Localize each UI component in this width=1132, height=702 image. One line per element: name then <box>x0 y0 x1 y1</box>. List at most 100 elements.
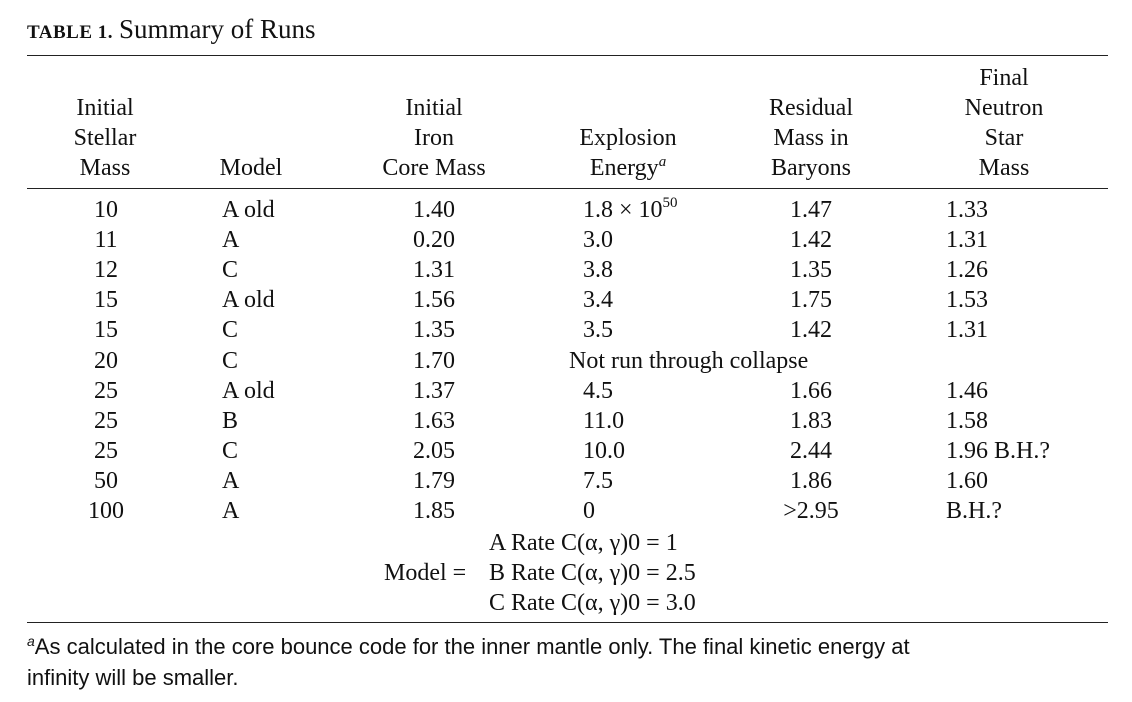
cell-residual-mass-text: 2.44 <box>790 437 832 464</box>
cell-stellar-mass-text: 25 <box>94 377 118 404</box>
cell-residual-mass-text: 1.75 <box>790 287 832 314</box>
bottom-rule <box>27 622 1108 623</box>
header-line: Iron <box>414 125 454 151</box>
cell-model-text: A <box>222 498 240 524</box>
header-final-neutron-star-mass: Final Neutron Star Mass <box>965 63 1044 183</box>
model-key-line-c: C Rate C(α, γ)0 = 3.0 <box>489 590 696 616</box>
cell-stellar-mass: 20 <box>94 346 118 376</box>
cell-explosion-energy: 3.4 <box>583 285 613 315</box>
cell-residual-mass-text: 1.66 <box>790 377 832 404</box>
header-line: Star <box>984 125 1024 151</box>
cell-model-text: A <box>222 467 240 494</box>
cell-explosion-energy: 7.5 <box>583 466 613 496</box>
header-line: Neutron <box>964 95 1044 121</box>
cell-residual-mass: 1.86 <box>790 466 832 496</box>
cell-model-text: A old <box>222 377 275 404</box>
cell-final-mass: 1.46 <box>946 376 988 406</box>
cell-stellar-mass-text: 25 <box>94 437 118 464</box>
cell-final-mass: 1.33 <box>946 195 988 225</box>
cell-explosion-energy: 1.8 × 1050 <box>583 195 678 225</box>
header-line: Mass <box>79 155 131 181</box>
cell-span-note: Not run through collapse <box>569 347 809 374</box>
header-line: Explosion <box>579 125 677 151</box>
cell-final-mass-text: 1.31 <box>946 227 988 254</box>
table-footnote: aAs calculated in the core bounce code f… <box>27 631 1112 693</box>
cell-core-mass-text: 0.20 <box>413 227 455 254</box>
cell-core-mass: 1.70 <box>413 346 455 376</box>
header-line: Stellar <box>73 125 137 151</box>
cell-stellar-mass: 11 <box>94 225 117 255</box>
cell-model-text: C <box>222 347 239 374</box>
cell-explosion-energy-text: 3.4 <box>583 287 613 314</box>
cell-core-mass: 1.35 <box>413 315 455 345</box>
cell-model-text: A <box>222 227 240 254</box>
cell-final-mass: 1.53 <box>946 285 988 315</box>
cell-residual-mass: 2.44 <box>790 436 832 466</box>
cell-stellar-mass: 50 <box>94 466 118 496</box>
cell-core-mass: 0.20 <box>413 225 455 255</box>
cell-explosion-energy-text: 3.5 <box>583 317 613 344</box>
cell-model: A <box>222 225 239 255</box>
cell-core-mass: 1.56 <box>413 285 455 315</box>
cell-explosion-energy-text: 3.0 <box>583 227 613 254</box>
header-line: Residual <box>769 95 853 121</box>
cell-explosion-energy-text: 11.0 <box>583 407 625 434</box>
cell-final-mass-text: 1.33 <box>946 197 988 223</box>
cell-core-mass: 1.79 <box>413 466 455 496</box>
model-key-prefix: Model = <box>384 560 467 586</box>
cell-stellar-mass: 25 <box>94 406 118 436</box>
cell-stellar-mass-text: 20 <box>94 347 118 374</box>
cell-model: C <box>222 315 238 345</box>
cell-explosion-energy-text: 7.5 <box>583 467 613 494</box>
header-residual-mass: Residual Mass in Baryons <box>769 93 853 183</box>
cell-core-mass-text: 1.70 <box>413 347 455 374</box>
footnote-line-2: infinity will be smaller. <box>27 665 239 690</box>
cell-explosion-energy: 3.5 <box>583 315 613 345</box>
cell-final-mass: 1.26 <box>946 255 988 285</box>
cell-explosion-energy: 4.5 <box>583 376 613 406</box>
cell-stellar-mass-text: 50 <box>94 467 118 494</box>
cell-stellar-mass-text: 25 <box>94 407 118 434</box>
cell-residual-mass: 1.35 <box>790 255 832 285</box>
cell-model: C <box>222 346 238 376</box>
cell-final-mass-text: 1.26 <box>946 257 988 284</box>
cell-stellar-mass-text: 12 <box>94 257 118 284</box>
cell-final-mass-text: 1.53 <box>946 287 988 314</box>
cell-model-text: A old <box>222 287 275 314</box>
cell-explosion-energy-text: 0 <box>583 498 595 524</box>
footnote-mark: a <box>658 154 667 170</box>
cell-model: C <box>222 255 238 285</box>
table-label: TABLE 1. <box>27 22 114 43</box>
cell-final-mass-text: 1.46 <box>946 377 988 404</box>
header-line: Initial <box>405 95 463 121</box>
cell-core-mass-text: 2.05 <box>413 437 455 464</box>
cell-residual-mass: >2.95 <box>783 496 839 526</box>
cell-stellar-mass: 10 <box>94 195 118 225</box>
cell-core-mass-text: 1.56 <box>413 287 455 314</box>
header-explosion-energy: Explosion Energya <box>579 123 676 183</box>
cell-core-mass: 1.37 <box>413 376 455 406</box>
cell-core-mass: 2.05 <box>413 436 455 466</box>
cell-core-mass-text: 1.35 <box>413 317 455 344</box>
cell-residual-mass-text: 1.35 <box>790 257 832 284</box>
header-model: Model <box>220 153 283 183</box>
table-title: Summary of Runs <box>119 14 316 44</box>
cell-residual-mass: 1.42 <box>790 315 832 345</box>
cell-model-text: A old <box>222 197 275 223</box>
cell-final-mass-text: 1.58 <box>946 407 988 434</box>
cell-stellar-mass-text: 15 <box>94 287 118 314</box>
cell-residual-mass-text: 1.42 <box>790 317 832 344</box>
cell-core-mass-text: 1.85 <box>413 498 455 524</box>
cell-stellar-mass-text: 11 <box>94 227 118 254</box>
cell-core-mass-text: 1.79 <box>413 467 455 494</box>
cell-residual-mass-text: 1.42 <box>790 227 832 254</box>
cell-model-text: C <box>222 257 239 284</box>
footnote-mark: a <box>27 633 35 649</box>
cell-core-mass-text: 1.63 <box>413 407 455 434</box>
cell-residual-mass: 1.42 <box>790 225 832 255</box>
header-line: Initial <box>76 95 134 121</box>
header-line: Mass <box>978 155 1030 181</box>
cell-core-mass: 1.63 <box>413 406 455 436</box>
header-line-text: Energy <box>589 155 659 181</box>
cell-stellar-mass: 12 <box>94 255 118 285</box>
